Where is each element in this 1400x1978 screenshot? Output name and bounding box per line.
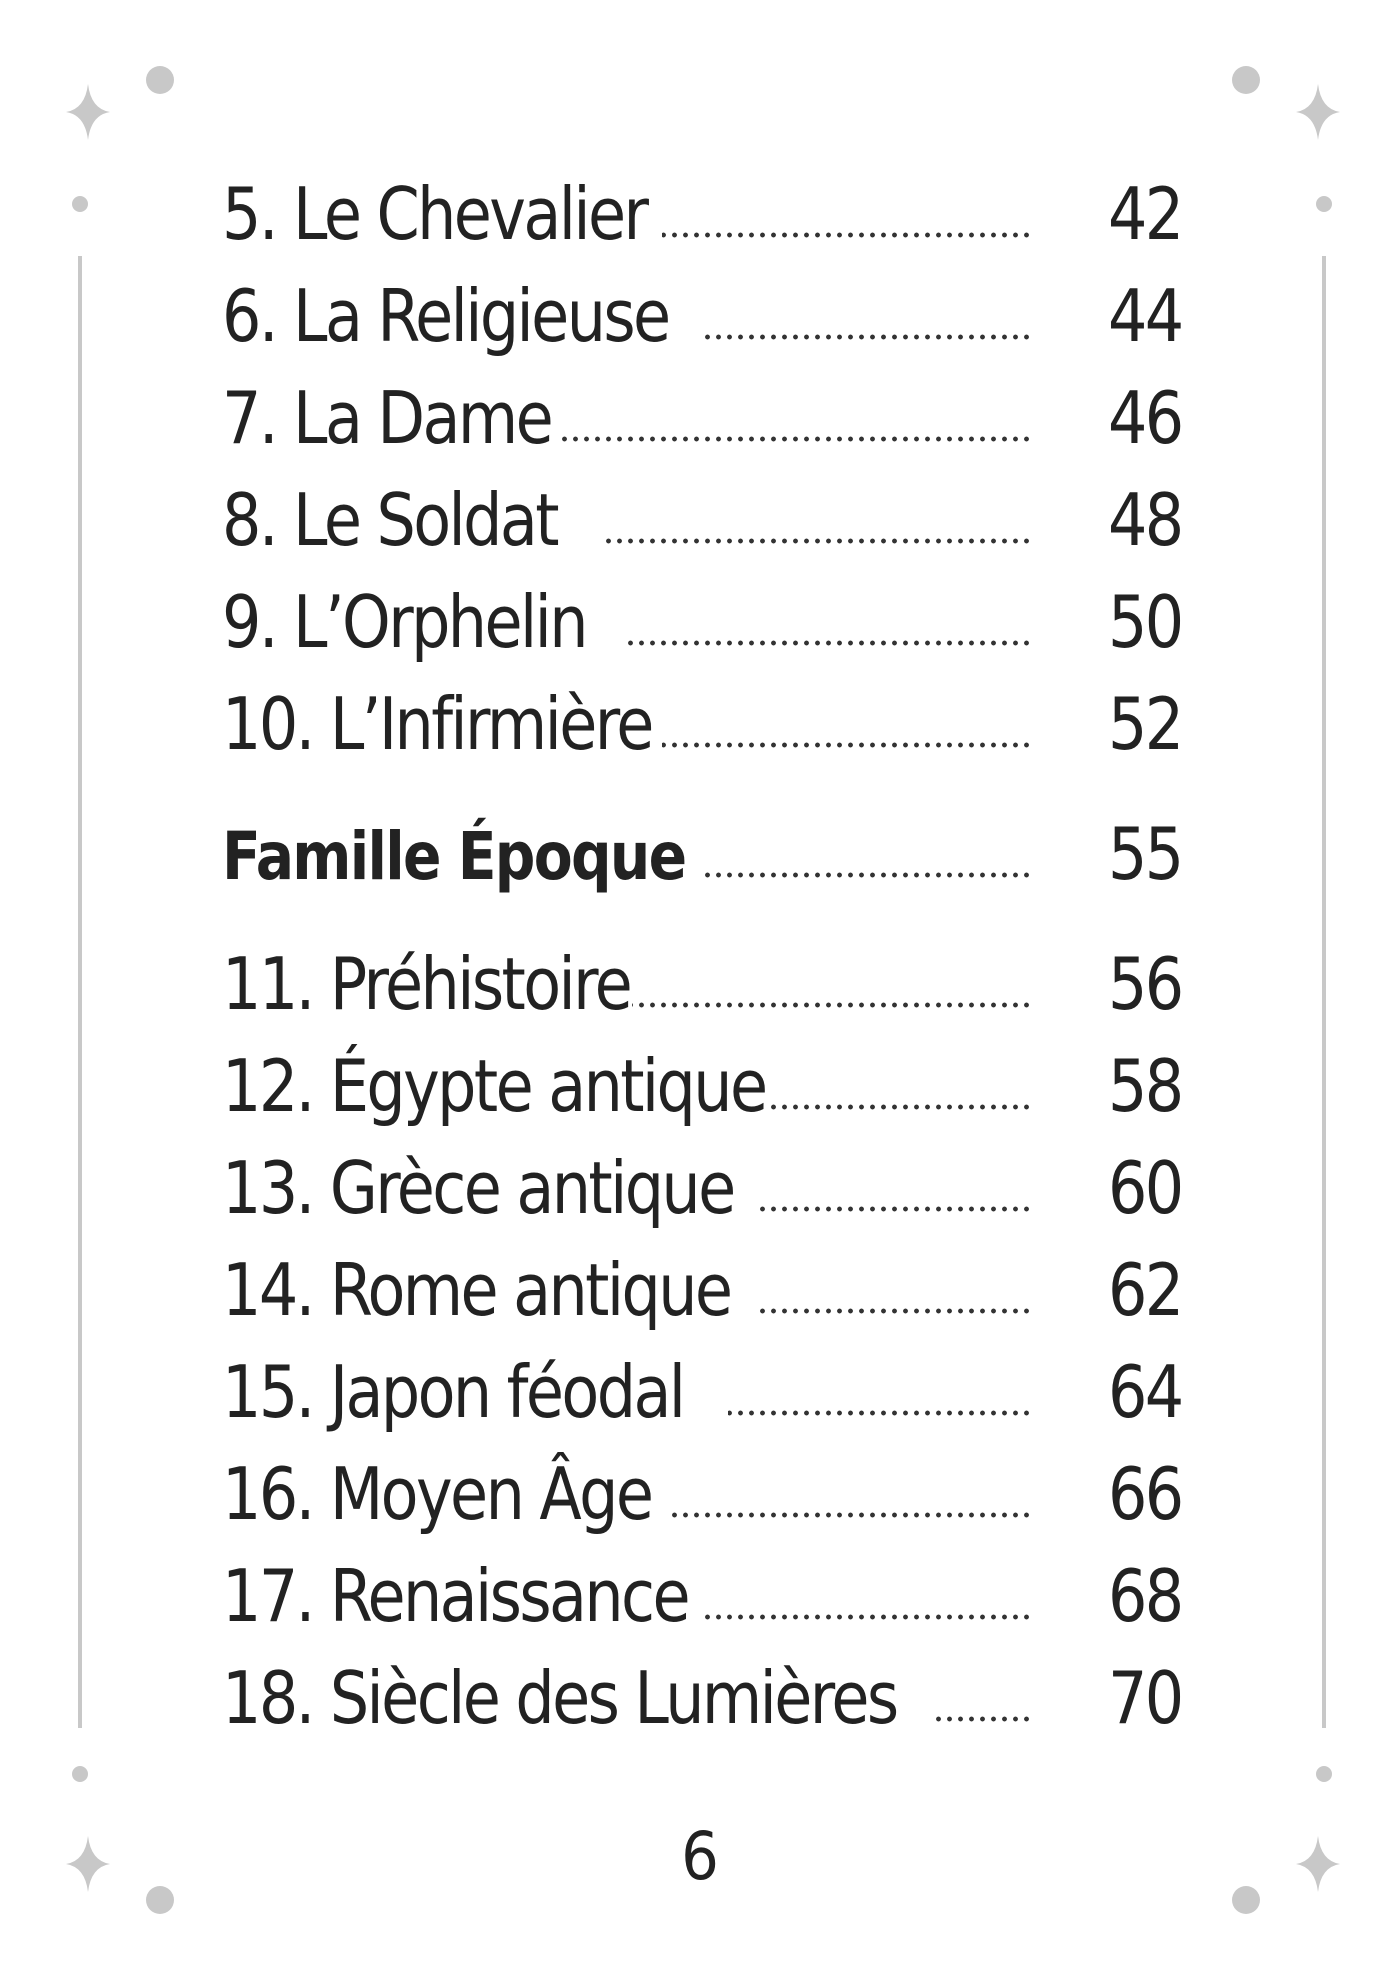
toc-entry-page: 66	[1108, 1452, 1184, 1536]
toc-entry-title: 10. L’Infirmière	[222, 682, 654, 766]
toc-entry-page: 62	[1108, 1248, 1184, 1332]
dot-leader	[936, 1716, 1032, 1722]
toc-entry-title: 12. Égypte antique	[222, 1044, 768, 1128]
dot-icon	[1232, 66, 1260, 94]
dot-leader	[662, 742, 1032, 748]
dot-leader	[728, 1410, 1032, 1416]
dot-leader	[702, 1614, 1032, 1620]
dot-leader	[666, 1512, 1032, 1518]
toc-entry-title: 16. Moyen Âge	[222, 1452, 654, 1536]
sparkle-icon	[1296, 1836, 1340, 1892]
toc-entry[interactable]: 12. Égypte antique 58	[222, 1022, 1185, 1128]
toc-entry-title: 5. Le Chevalier	[222, 172, 649, 256]
toc-entry-page: 44	[1108, 274, 1184, 358]
toc-entry-page: 56	[1108, 942, 1184, 1026]
page-number: 6	[681, 1818, 719, 1895]
dot-icon	[146, 66, 174, 94]
sparkle-icon	[66, 84, 110, 140]
toc-entry[interactable]: 6. La Religieuse 44	[222, 252, 1185, 358]
toc-entry-title: 17. Renaissance	[222, 1554, 691, 1638]
toc-entry[interactable]: 13. Grèce antique 60	[222, 1124, 1185, 1230]
dot-icon	[72, 196, 88, 212]
toc-entry-title: 14. Rome antique	[222, 1248, 733, 1332]
dot-leader	[600, 538, 1032, 544]
dot-leader	[770, 1104, 1032, 1110]
dot-leader	[702, 872, 1032, 878]
dot-leader	[756, 1308, 1032, 1314]
toc-entry[interactable]: 14. Rome antique 62	[222, 1226, 1185, 1332]
toc-entry-title: 8. Le Soldat	[222, 478, 559, 562]
toc-entry-title: 18. Siècle des Lumières	[222, 1656, 899, 1740]
dot-leader	[632, 1002, 1032, 1008]
dot-icon	[1232, 1886, 1260, 1914]
dot-leader	[622, 640, 1032, 646]
dot-leader	[562, 436, 1032, 442]
toc-entry[interactable]: 5. Le Chevalier 42	[222, 150, 1185, 256]
dot-leader	[700, 334, 1032, 340]
toc-section-page: 55	[1108, 812, 1184, 896]
toc-section-title: Famille Époque	[222, 818, 687, 895]
toc-entry-title: 13. Grèce antique	[222, 1146, 736, 1230]
toc-entry-page: 70	[1108, 1656, 1184, 1740]
sparkle-icon	[1296, 84, 1340, 140]
dot-icon	[1316, 1766, 1332, 1782]
dot-leader	[756, 1206, 1032, 1212]
toc-entry-title: 11. Préhistoire	[222, 942, 633, 1026]
toc-section-heading[interactable]: Famille Époque 55	[222, 790, 1185, 896]
toc-entry-page: 42	[1108, 172, 1184, 256]
toc-entry[interactable]: 10. L’Infirmière 52	[222, 660, 1185, 766]
toc-entry-page: 64	[1108, 1350, 1184, 1434]
toc-entry[interactable]: 18. Siècle des Lumières 70	[222, 1634, 1185, 1740]
toc-entry-page: 52	[1108, 682, 1184, 766]
toc-entry[interactable]: 7. La Dame 46	[222, 354, 1185, 460]
toc-entry-page: 60	[1108, 1146, 1184, 1230]
toc-entry[interactable]: 8. Le Soldat 48	[222, 456, 1185, 562]
toc-entry-page: 50	[1108, 580, 1184, 664]
toc-entry-page: 68	[1108, 1554, 1184, 1638]
dot-leader	[662, 232, 1032, 238]
sparkle-icon	[66, 1836, 110, 1892]
toc-entry[interactable]: 16. Moyen Âge 66	[222, 1430, 1185, 1536]
toc-entry-title: 7. La Dame	[222, 376, 554, 460]
toc-entry[interactable]: 15. Japon féodal 64	[222, 1328, 1185, 1434]
toc-entry-page: 58	[1108, 1044, 1184, 1128]
toc-entry-title: 6. La Religieuse	[222, 274, 671, 358]
toc-entry-title: 15. Japon féodal	[222, 1350, 686, 1434]
dot-icon	[72, 1766, 88, 1782]
dot-icon	[146, 1886, 174, 1914]
toc-entry[interactable]: 17. Renaissance 68	[222, 1532, 1185, 1638]
dot-icon	[1316, 196, 1332, 212]
toc-entry-page: 46	[1108, 376, 1184, 460]
toc-entry[interactable]: 11. Préhistoire 56	[222, 920, 1185, 1026]
toc-entry-title: 9. L’Orphelin	[222, 580, 588, 664]
toc-entry-page: 48	[1108, 478, 1184, 562]
toc-entry[interactable]: 9. L’Orphelin 50	[222, 558, 1185, 664]
